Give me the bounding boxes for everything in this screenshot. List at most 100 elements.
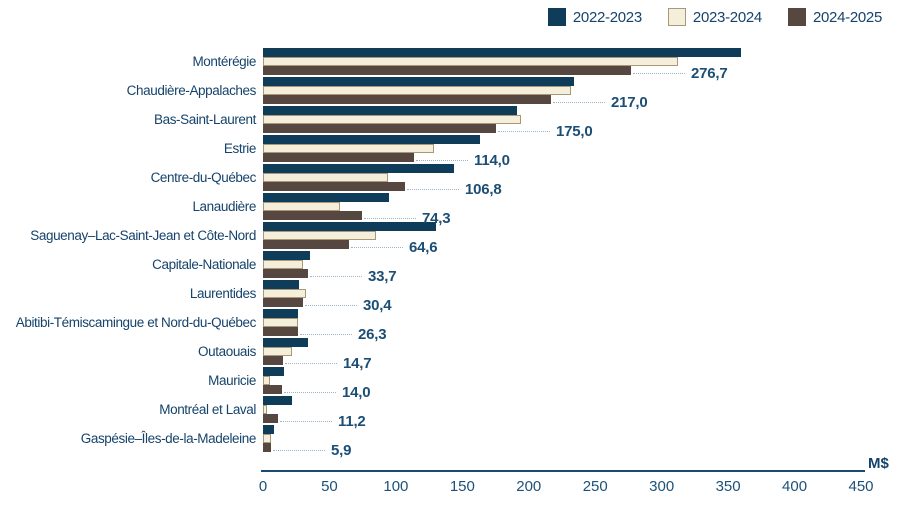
value-label: 14,7 — [343, 355, 372, 372]
category-label: Capitale-Nationale — [152, 257, 256, 272]
category-label: Outaouais — [198, 344, 256, 359]
legend-swatch-icon — [547, 8, 566, 26]
bar-group: 276,7 — [263, 47, 900, 81]
leader-dotted-line — [364, 211, 416, 219]
bar-line — [263, 106, 900, 115]
bar-2022-2023 — [263, 338, 308, 347]
bar-line: 11,2 — [263, 414, 900, 429]
leader-dotted-line — [416, 153, 468, 161]
value-label: 26,3 — [358, 326, 387, 343]
chart-row: Estrie 114,0 — [0, 134, 900, 168]
bar-2023-2024 — [263, 202, 340, 211]
bar-line — [263, 57, 900, 66]
value-label: 217,0 — [611, 94, 648, 111]
chart-row: Montérégie 276,7 — [0, 47, 900, 81]
x-axis-tick-label: 0 — [258, 478, 268, 495]
value-label: 30,4 — [363, 297, 392, 314]
bar-line — [263, 347, 900, 356]
bar-line: 14,0 — [263, 384, 900, 401]
bar-line: 14,7 — [263, 355, 900, 372]
bar-line: 276,7 — [263, 66, 900, 81]
bar-2022-2023 — [263, 396, 292, 405]
leader-dotted-line — [273, 443, 325, 451]
chart-row: Mauricie 14,0 — [0, 366, 900, 401]
bar-line — [263, 135, 900, 144]
leader-dotted-line — [310, 269, 362, 277]
chart-row: Saguenay–Lac-Saint-Jean et Côte-Nord 64,6 — [0, 221, 900, 255]
bar-line — [263, 434, 900, 443]
bar-line — [263, 231, 900, 240]
bar-line — [263, 280, 900, 289]
bar-line — [263, 222, 900, 231]
bar-line: 106,8 — [263, 181, 900, 198]
bar-2024-2025 — [263, 269, 308, 278]
leader-dotted-line — [305, 298, 357, 306]
bar-2023-2024 — [263, 434, 271, 443]
chart-row: Centre-du-Québec 106,8 — [0, 163, 900, 198]
category-label: Bas-Saint-Laurent — [153, 112, 256, 127]
legend-label: 2024-2025 — [812, 8, 882, 26]
chart-row: Montréal et Laval 11,2 — [0, 395, 900, 429]
bar-line — [263, 425, 900, 434]
x-axis-tick-label: 50 — [321, 478, 338, 495]
x-axis-unit-label: M$ — [868, 455, 889, 472]
x-axis-tick-label: 250 — [582, 478, 608, 495]
legend-item-2023-2024: 2023-2024 — [667, 8, 762, 26]
bar-line: 64,6 — [263, 240, 900, 255]
bar-2023-2024 — [263, 57, 678, 66]
x-axis-tick-label: 350 — [715, 478, 741, 495]
bar-2022-2023 — [263, 280, 299, 289]
bar-2023-2024 — [263, 173, 388, 182]
bar-group: 11,2 — [263, 395, 900, 429]
bar-2024-2025 — [263, 356, 283, 365]
legend-item-2024-2025: 2024-2025 — [787, 8, 882, 26]
legend-swatch-icon — [787, 8, 806, 26]
bar-line — [263, 289, 900, 298]
legend-label: 2023-2024 — [692, 8, 762, 26]
bar-2024-2025 — [263, 95, 551, 104]
chart-row: Abitibi-Témiscamingue et Nord-du-Québec 2… — [0, 308, 900, 343]
category-label: Gaspésie–Îles-de-la-Madeleine — [80, 431, 257, 446]
leader-dotted-line — [407, 182, 459, 190]
bar-line — [263, 115, 900, 124]
chart-legend: 2022-2023 2023-2024 2024-2025 — [547, 8, 882, 26]
bar-2023-2024 — [263, 115, 521, 124]
value-label: 106,8 — [465, 181, 502, 198]
value-label: 175,0 — [556, 123, 593, 140]
bar-group: 114,0 — [263, 134, 900, 168]
legend-item-2022-2023: 2022-2023 — [547, 8, 642, 26]
bar-group: 26,3 — [263, 308, 900, 343]
bar-2022-2023 — [263, 309, 298, 318]
chart-row: Capitale-Nationale 33,7 — [0, 250, 900, 284]
value-label: 14,0 — [342, 384, 371, 401]
bar-2024-2025 — [263, 153, 414, 162]
bar-2023-2024 — [263, 144, 434, 153]
chart-row: Gaspésie–Îles-de-la-Madeleine 5,9 — [0, 424, 900, 458]
bar-line — [263, 77, 900, 86]
x-axis-line — [261, 470, 865, 472]
bar-2024-2025 — [263, 443, 271, 452]
bar-group: 5,9 — [263, 424, 900, 458]
bar-line — [263, 173, 900, 182]
bar-2022-2023 — [263, 48, 741, 57]
x-axis-tick-label: 450 — [848, 478, 874, 495]
bar-line — [263, 376, 900, 385]
value-label: 74,3 — [422, 210, 451, 227]
bar-line: 26,3 — [263, 326, 900, 343]
category-label: Laurentides — [189, 286, 257, 301]
bar-line — [263, 309, 900, 318]
bar-line — [263, 86, 900, 95]
bar-group: 217,0 — [263, 76, 900, 111]
bar-line — [263, 260, 900, 269]
bar-2023-2024 — [263, 318, 298, 327]
bar-line: 5,9 — [263, 443, 900, 458]
bar-2024-2025 — [263, 211, 362, 220]
category-label: Montérégie — [192, 54, 256, 69]
x-axis-tick-label: 100 — [383, 478, 409, 495]
chart-row: Outaouais 14,7 — [0, 337, 900, 372]
x-axis-tick-label: 300 — [649, 478, 675, 495]
category-label: Lanaudière — [192, 199, 256, 214]
category-label: Chaudière-Appalaches — [126, 83, 257, 98]
bar-line — [263, 164, 900, 173]
